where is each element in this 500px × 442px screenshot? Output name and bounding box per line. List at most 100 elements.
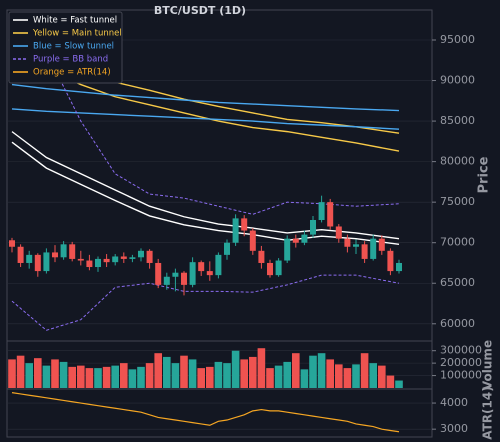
indicator-line <box>11 108 400 130</box>
candle-body <box>43 252 50 272</box>
candle-body <box>86 260 93 268</box>
volume-bar <box>206 366 214 388</box>
indicator-line <box>11 274 400 331</box>
y-tick-label: 100000 <box>440 369 482 382</box>
legend-label: Blue = Slow tunnel <box>33 42 114 52</box>
volume-bar <box>378 365 386 388</box>
chart-title: BTC/USDT (1D) <box>154 4 246 17</box>
indicator-line <box>11 131 400 240</box>
volume-bar <box>171 363 180 388</box>
volume-bar <box>309 355 317 388</box>
volume-bar <box>145 363 154 388</box>
y-tick-label: 90000 <box>440 74 475 87</box>
candle-body <box>344 238 351 247</box>
atr-line <box>11 392 400 433</box>
volume-bar <box>137 366 145 388</box>
candle-body <box>241 218 248 231</box>
y-tick-label: 95000 <box>440 33 475 46</box>
candle-body <box>172 272 179 277</box>
volume-bar <box>25 363 33 388</box>
y-axis-label: Volume <box>481 340 495 390</box>
y-tick-label: 300000 <box>440 344 482 357</box>
candle-body <box>34 254 41 272</box>
candle-body <box>129 257 136 259</box>
volume-bar <box>266 368 274 388</box>
candle-body <box>370 238 377 259</box>
candle-body <box>284 238 291 261</box>
y-tick-label: 200000 <box>440 356 482 369</box>
candle-body <box>396 262 402 272</box>
volume-bar <box>231 350 240 388</box>
volume-bar <box>59 361 68 388</box>
candle-body <box>120 256 127 259</box>
volume-bar <box>343 368 352 388</box>
candle-body <box>181 272 187 285</box>
volume-bar <box>386 375 395 388</box>
candle-body <box>258 250 265 263</box>
legend <box>8 11 123 84</box>
volume-bar <box>335 364 343 388</box>
volume-bar <box>85 368 94 388</box>
volume-bar <box>257 348 266 388</box>
volume-bar <box>8 359 16 388</box>
legend-label: Yellow = Main tunnel <box>32 29 122 39</box>
candle-body <box>232 218 239 243</box>
candle-body <box>69 244 76 259</box>
candle-body <box>318 202 325 220</box>
volume-bar <box>326 359 334 388</box>
candle-body <box>275 260 282 276</box>
candle-body <box>26 254 33 263</box>
y-axis-label: ATR(14) <box>481 386 495 439</box>
candle-body <box>138 250 144 258</box>
candle-body <box>77 258 84 261</box>
candle-body <box>224 242 230 255</box>
candle-body <box>387 250 394 272</box>
candle-body <box>189 262 196 285</box>
volume-bar <box>180 355 188 388</box>
volume-bar <box>102 366 111 388</box>
candle-body <box>155 262 162 285</box>
volume-bar <box>223 363 231 388</box>
volume-bar <box>240 359 248 388</box>
candle-body <box>378 238 385 251</box>
candle-body <box>301 234 308 243</box>
y-tick-label: 85000 <box>440 114 475 127</box>
candle-body <box>353 244 359 247</box>
volume-bar <box>34 358 42 388</box>
volume-bar <box>360 353 369 388</box>
volume-bar <box>77 365 85 388</box>
candle-body <box>9 240 15 247</box>
candle-body <box>163 276 170 285</box>
volume-bar <box>292 353 300 388</box>
volume-bar <box>154 353 162 388</box>
candle-body <box>361 244 368 259</box>
volume-bar <box>163 356 171 388</box>
indicator-line <box>11 83 400 112</box>
volume-bar <box>352 364 360 388</box>
volume-bar <box>16 355 25 388</box>
y-axis-label: Price <box>477 156 492 193</box>
volume-bar <box>214 361 223 388</box>
volume-bar <box>317 353 326 388</box>
y-tick-label: 80000 <box>440 155 475 168</box>
volume-bar <box>197 368 205 388</box>
volume-bar <box>369 363 377 388</box>
legend-label: Orange = ATR(14) <box>33 68 111 78</box>
y-tick-label: 70000 <box>440 236 475 249</box>
volume-bar <box>188 359 197 388</box>
candle-body <box>327 202 334 227</box>
candle-body <box>198 262 205 272</box>
legend-label: Purple = BB band <box>33 55 108 65</box>
volume-bar <box>128 369 137 388</box>
volume-bar <box>274 365 283 388</box>
y-tick-label: 60000 <box>440 317 475 330</box>
candle-body <box>103 258 110 263</box>
candle-body <box>60 244 67 258</box>
candle-body <box>17 246 24 263</box>
volume-bar <box>300 369 309 388</box>
candle-body <box>267 262 273 276</box>
volume-bar <box>94 368 102 388</box>
candle-body <box>335 226 342 239</box>
volume-bar <box>395 380 403 388</box>
